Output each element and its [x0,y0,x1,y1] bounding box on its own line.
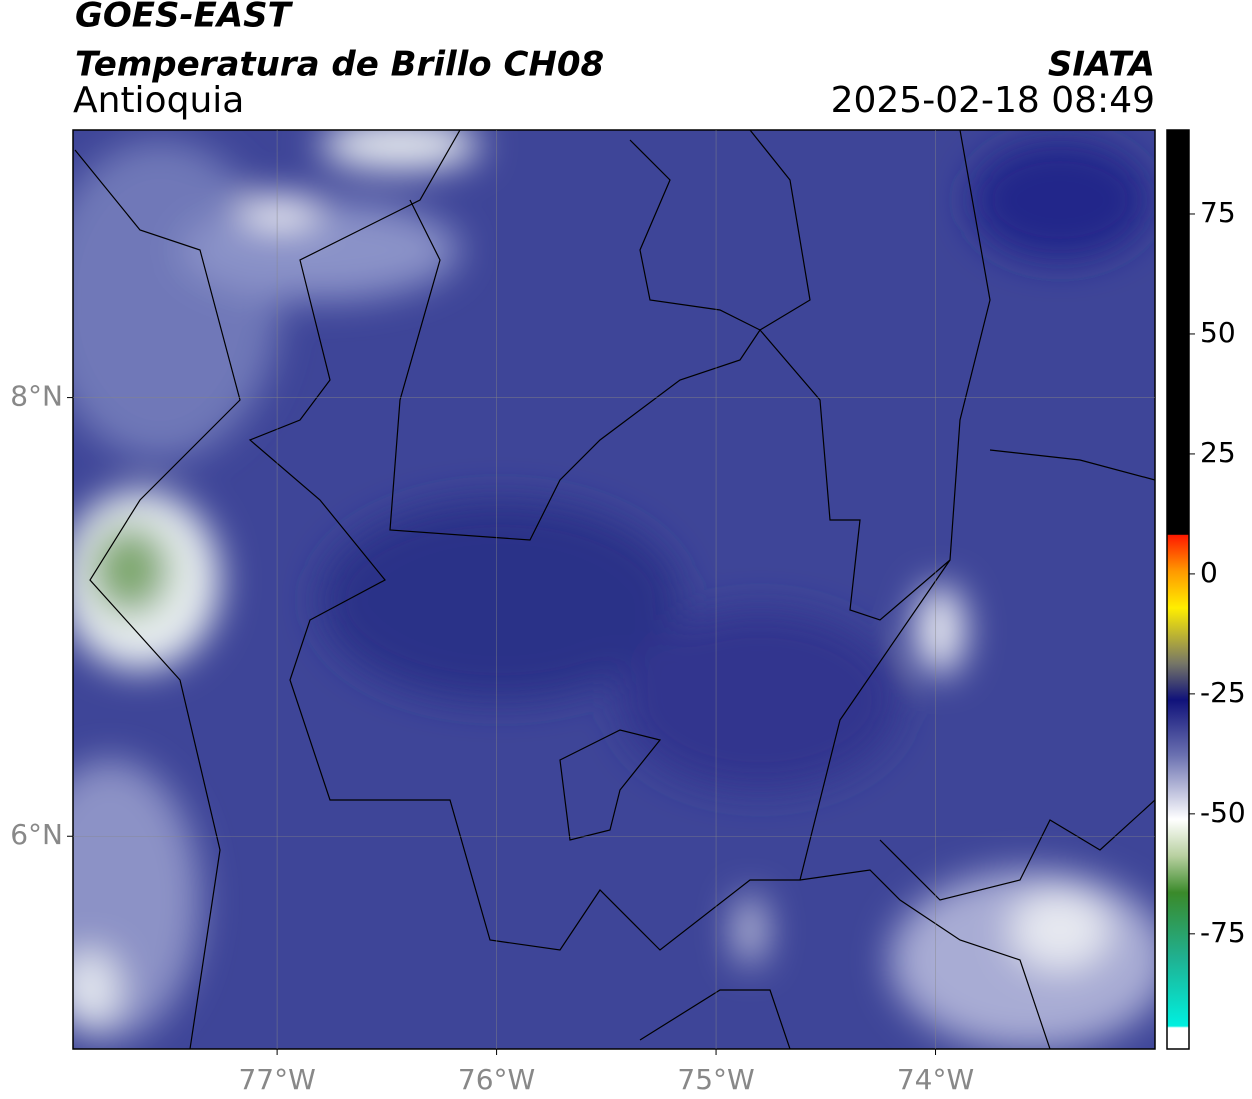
x-tick-label: 77°W [238,1063,315,1096]
colorbar-label: -25 [1200,676,1246,709]
x-tick-label: 76°W [458,1063,535,1096]
colorbar-label: 25 [1200,436,1236,469]
y-tick-label: 6°N [10,818,63,851]
timestamp: 2025-02-18 08:49 [831,80,1155,121]
x-tick-label: 74°W [897,1063,974,1096]
colorbar-label: 75 [1200,196,1236,229]
agency: SIATA [1048,45,1155,85]
subtitle: Temperatura de Brillo CH08 [75,45,604,85]
title: GOES-EAST [75,0,294,36]
map-frame [72,129,1156,1050]
region: Antioquia [73,80,244,121]
colorbar-label: -75 [1200,916,1246,949]
satellite-image [73,130,1155,1049]
colorbar-label: -50 [1200,796,1246,829]
x-tick-label: 75°W [677,1063,754,1096]
y-tick-label: 8°N [10,380,63,413]
colorbar-label: 0 [1200,556,1218,589]
colorbar-label: 50 [1200,316,1236,349]
colorbar [1166,129,1190,1050]
